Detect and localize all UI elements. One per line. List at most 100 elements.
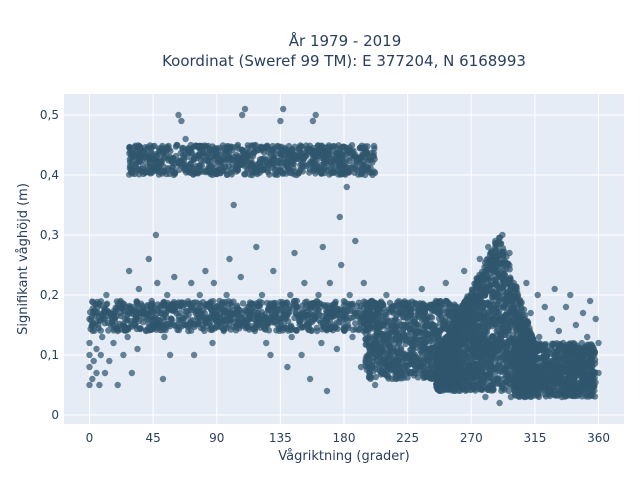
scatter-point bbox=[500, 319, 508, 326]
scatter-point bbox=[493, 258, 500, 265]
scatter-point bbox=[365, 334, 372, 341]
scatter-point bbox=[486, 373, 493, 380]
scatter-point bbox=[483, 262, 490, 269]
scatter-point bbox=[505, 260, 512, 267]
scatter-point bbox=[325, 142, 333, 149]
scatter-point bbox=[280, 145, 288, 153]
scatter-point bbox=[337, 167, 344, 174]
scatter-point bbox=[500, 251, 507, 259]
scatter-point bbox=[514, 289, 521, 296]
scatter-point bbox=[383, 333, 390, 340]
scatter-point bbox=[133, 160, 140, 167]
scatter-point bbox=[365, 374, 373, 381]
scatter-point bbox=[233, 154, 240, 162]
scatter-point bbox=[158, 144, 165, 151]
scatter-point bbox=[271, 319, 278, 326]
scatter-point bbox=[497, 368, 505, 376]
scatter-point bbox=[473, 283, 480, 290]
scatter-point bbox=[365, 157, 372, 165]
scatter-point bbox=[258, 299, 265, 306]
scatter-point bbox=[447, 355, 454, 362]
scatter-point bbox=[502, 312, 509, 320]
scatter-point bbox=[228, 171, 235, 178]
scatter-point bbox=[336, 147, 344, 154]
scatter-point bbox=[246, 315, 253, 322]
scatter-point bbox=[468, 308, 475, 315]
scatter-point bbox=[297, 143, 305, 151]
scatter-point bbox=[358, 142, 366, 149]
scatter-point bbox=[213, 323, 221, 331]
scatter-point bbox=[318, 142, 325, 149]
scatter-point bbox=[198, 317, 206, 324]
scatter-point bbox=[402, 362, 409, 369]
scatter-point bbox=[102, 307, 109, 314]
scatter-point bbox=[507, 318, 514, 325]
scatter-point bbox=[209, 153, 216, 160]
scatter-point bbox=[505, 387, 512, 395]
scatter-point bbox=[492, 276, 499, 283]
scatter-point bbox=[297, 312, 304, 319]
scatter-point bbox=[252, 141, 259, 149]
scatter-point bbox=[281, 300, 289, 307]
scatter-point bbox=[472, 328, 479, 335]
scatter-point bbox=[328, 169, 335, 177]
scatter-point bbox=[419, 314, 427, 321]
scatter-point bbox=[296, 321, 303, 329]
scatter-points bbox=[86, 105, 602, 407]
scatter-point bbox=[186, 147, 193, 154]
scatter-point bbox=[380, 301, 387, 309]
scatter-point bbox=[406, 321, 414, 328]
scatter-point bbox=[493, 375, 501, 383]
scatter-point bbox=[413, 300, 420, 308]
scatter-point bbox=[364, 363, 371, 371]
scatter-point bbox=[170, 171, 177, 179]
scatter-point bbox=[421, 307, 429, 315]
scatter-point bbox=[166, 305, 173, 313]
scatter-point bbox=[151, 142, 158, 150]
scatter-point bbox=[453, 323, 461, 331]
scatter-point bbox=[355, 155, 362, 162]
scatter-point bbox=[201, 327, 208, 334]
scatter-point bbox=[233, 304, 241, 311]
scatter-point bbox=[471, 353, 478, 360]
scatter-point bbox=[348, 142, 356, 149]
scatter-point bbox=[190, 169, 198, 176]
scatter-point bbox=[335, 319, 343, 326]
scatter-point bbox=[428, 314, 436, 321]
scatter-point bbox=[419, 329, 426, 336]
scatter-point bbox=[500, 276, 508, 284]
scatter-point bbox=[435, 368, 442, 375]
scatter-point bbox=[285, 165, 292, 172]
scatter-point bbox=[156, 169, 163, 176]
scatter-point bbox=[269, 146, 276, 153]
scatter-point bbox=[445, 301, 452, 308]
scatter-point bbox=[181, 162, 188, 169]
scatter-point bbox=[127, 169, 135, 176]
scatter-point bbox=[263, 321, 270, 328]
scatter-point bbox=[393, 375, 400, 383]
scatter-point bbox=[275, 143, 282, 150]
scatter-point bbox=[250, 303, 257, 311]
scatter-point bbox=[306, 169, 313, 176]
scatter-point bbox=[362, 150, 369, 157]
scatter-point bbox=[340, 325, 347, 332]
scatter-point bbox=[374, 306, 381, 314]
scatter-point bbox=[119, 321, 127, 328]
scatter-point bbox=[89, 327, 96, 335]
scatter-point bbox=[378, 312, 385, 320]
scatter-point bbox=[513, 332, 521, 339]
scatter-point bbox=[331, 143, 338, 150]
scatter-point bbox=[134, 167, 142, 174]
scatter-point bbox=[143, 303, 151, 310]
scatter-point bbox=[234, 166, 241, 174]
scatter-point bbox=[323, 322, 330, 329]
scatter-point bbox=[319, 148, 326, 155]
scatter-point bbox=[467, 315, 475, 323]
scatter-point bbox=[491, 314, 499, 321]
scatter-point bbox=[164, 165, 172, 172]
scatter-point bbox=[462, 342, 470, 350]
scatter-point bbox=[147, 163, 154, 170]
scatter-point bbox=[447, 339, 454, 347]
scatter-point bbox=[415, 308, 422, 315]
scatter-point bbox=[444, 369, 452, 377]
